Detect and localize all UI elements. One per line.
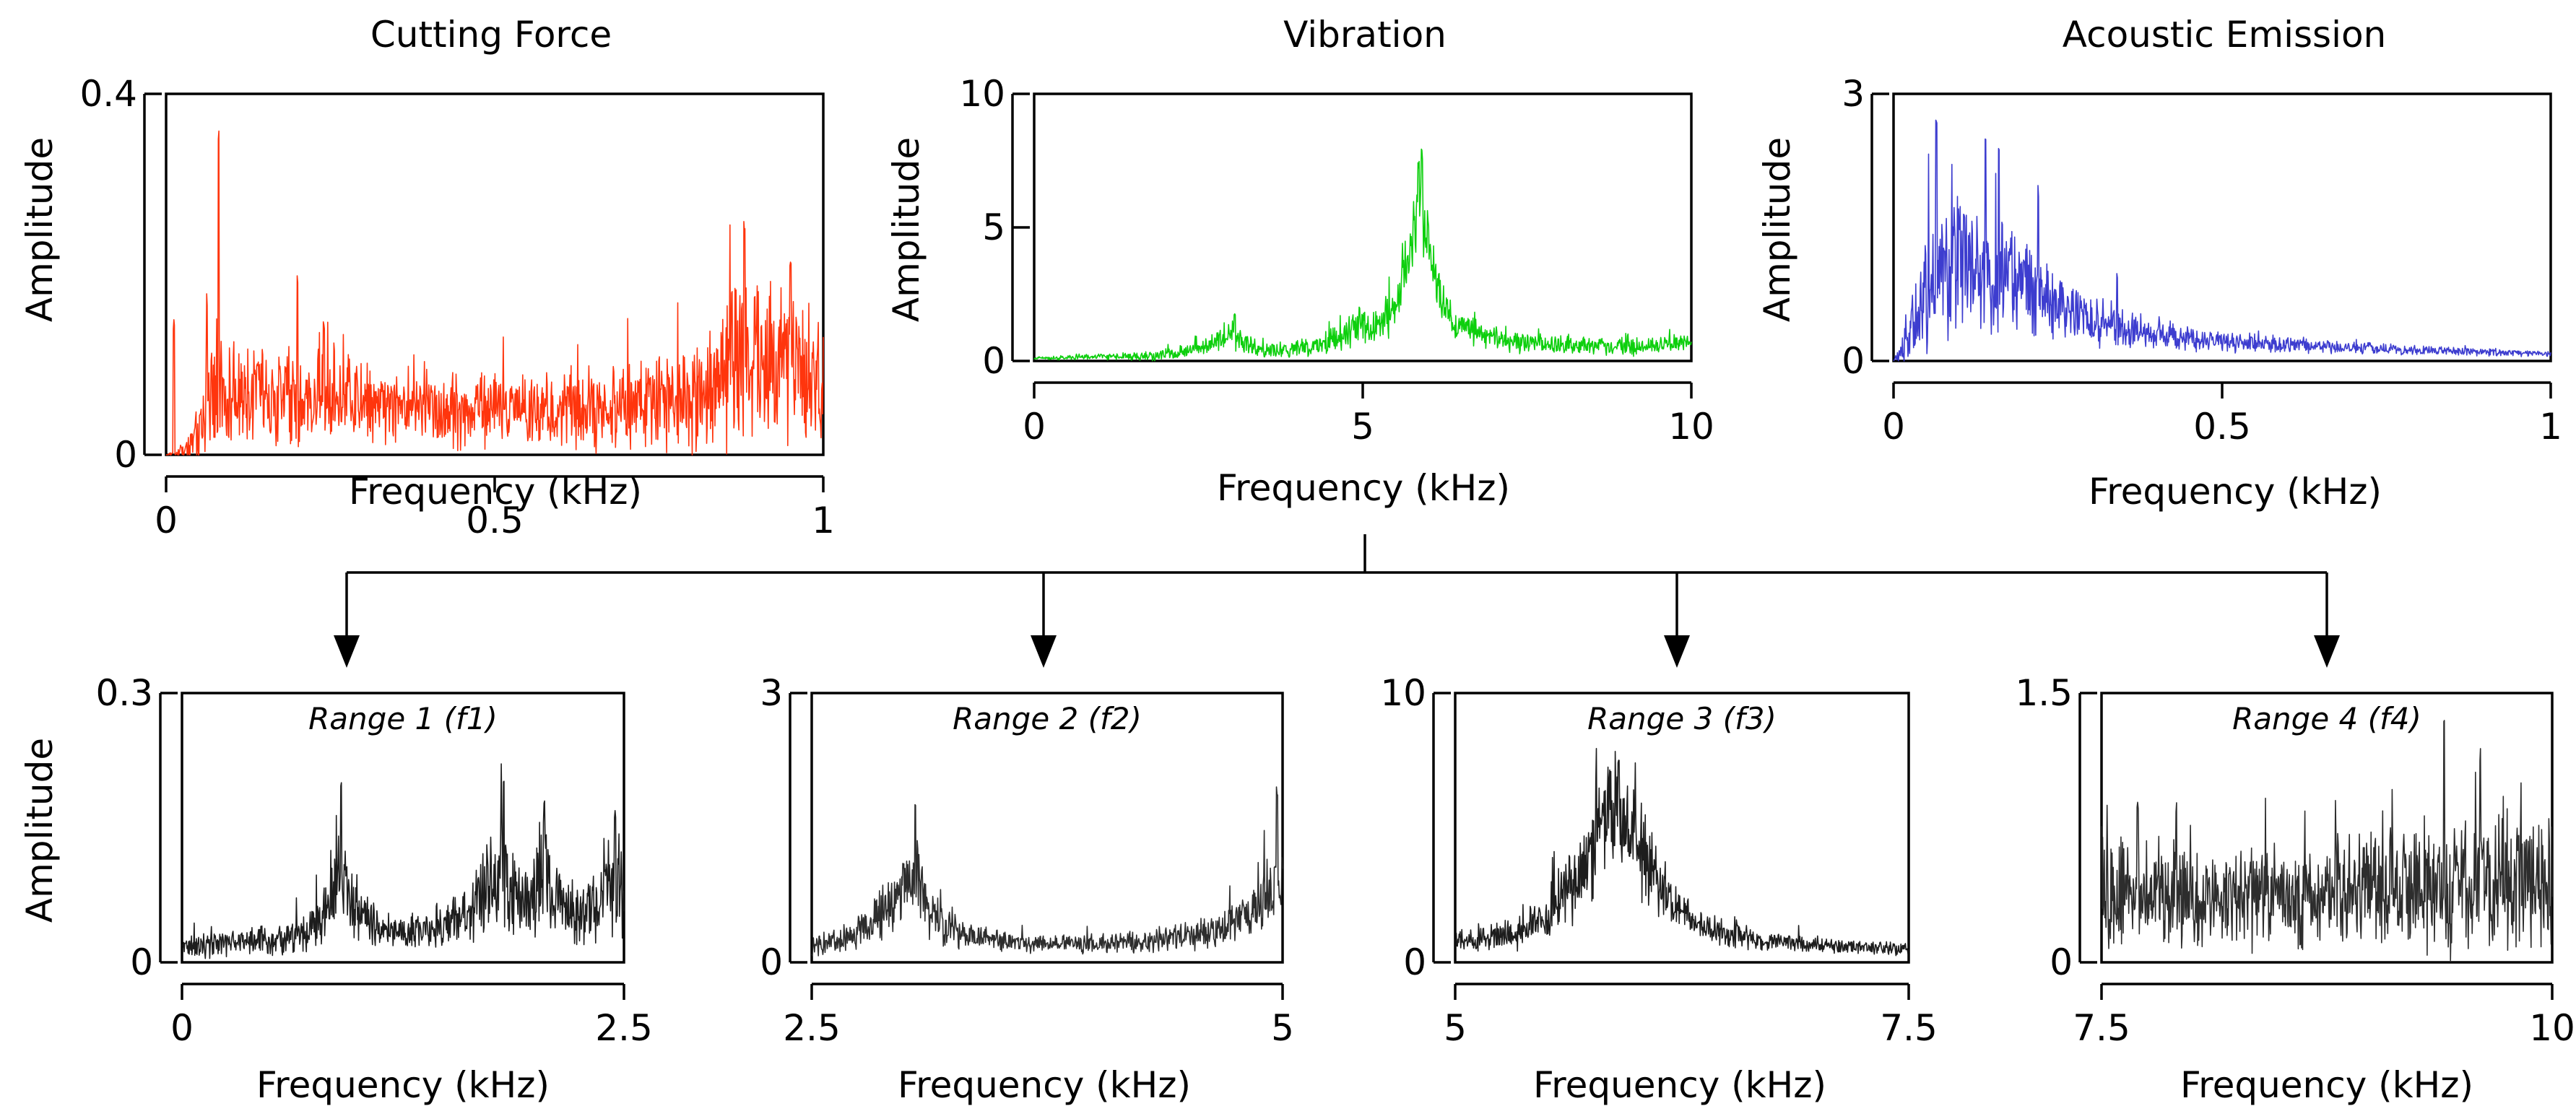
plot-frame bbox=[181, 692, 625, 964]
x-tick-label: 0 bbox=[1882, 406, 1905, 448]
y-tick-label: 5 bbox=[982, 206, 1005, 248]
spectrum-trace bbox=[2101, 720, 2553, 962]
chart-acoustic-emission: Acoustic Emission Amplitude Frequency (k… bbox=[1756, 14, 2562, 513]
x-axis-label: Frequency (kHz) bbox=[256, 1064, 550, 1106]
chart-title: Acoustic Emission bbox=[2063, 14, 2387, 56]
x-tick-label: 0 bbox=[1023, 406, 1046, 448]
plot-frame bbox=[810, 692, 1284, 964]
x-tick-label: 0.5 bbox=[466, 500, 524, 541]
x-tick-label: 0 bbox=[170, 1007, 194, 1049]
range-label: Range 2 (f2) bbox=[953, 701, 1142, 736]
range-label: Range 4 (f4) bbox=[2232, 701, 2421, 736]
spectrum-trace bbox=[165, 130, 824, 456]
y-tick-label: 10 bbox=[1380, 672, 1426, 714]
y-tick-label: 10 bbox=[959, 73, 1005, 115]
y-tick-label: 0 bbox=[1403, 941, 1426, 983]
y-tick-label: 0 bbox=[114, 434, 137, 476]
x-axis-label: Frequency (kHz) bbox=[2089, 471, 2382, 513]
range-label: Range 1 (f1) bbox=[308, 701, 498, 736]
x-tick-label: 1 bbox=[812, 500, 835, 541]
chart-range-4: Range 4 (f4) Frequency (kHz) 0 1.5 7.5 10 bbox=[2015, 672, 2575, 1106]
y-tick-label: 3 bbox=[1842, 73, 1865, 115]
chart-range-2: Range 2 (f2) Frequency (kHz) 0 3 2.5 5 bbox=[760, 672, 1294, 1106]
y-tick-label: 0 bbox=[982, 340, 1005, 382]
spectrum-trace bbox=[811, 786, 1283, 957]
range-label: Range 3 (f3) bbox=[1587, 701, 1777, 736]
x-tick-label: 5 bbox=[1444, 1007, 1467, 1049]
x-tick-label: 5 bbox=[1351, 406, 1374, 448]
y-axis-label: Amplitude bbox=[19, 137, 61, 322]
chart-title: Cutting Force bbox=[370, 14, 612, 56]
plot-frame bbox=[1454, 692, 1910, 964]
arrow-down-icon bbox=[2314, 635, 2340, 668]
y-tick-label: 0.3 bbox=[95, 672, 153, 714]
y-tick-label: 0 bbox=[1842, 340, 1865, 382]
x-tick-label: 10 bbox=[1668, 406, 1714, 448]
y-tick-label: 0.4 bbox=[79, 73, 137, 115]
y-tick-label: 0 bbox=[760, 941, 783, 983]
x-axis-label: Frequency (kHz) bbox=[2180, 1064, 2473, 1106]
y-tick-label: 0 bbox=[130, 941, 153, 983]
x-tick-label: 2.5 bbox=[595, 1007, 653, 1049]
y-tick-label: 1.5 bbox=[2015, 672, 2073, 714]
chart-vibration: Vibration Amplitude Frequency (kHz) 0 5 10… bbox=[885, 14, 1714, 509]
x-tick-label: 5 bbox=[1271, 1007, 1294, 1049]
y-axis-label: Amplitude bbox=[885, 137, 927, 322]
arrow-down-icon bbox=[1664, 635, 1690, 668]
chart-range-1: Amplitude Range 1 (f1) Frequency (kHz) 0… bbox=[19, 672, 653, 1106]
x-tick-label: 2.5 bbox=[783, 1007, 841, 1049]
arrow-down-icon bbox=[334, 635, 360, 668]
plot-frame bbox=[1892, 92, 2552, 362]
plot-frame bbox=[165, 92, 825, 456]
spectrum-trace bbox=[181, 763, 625, 959]
y-tick-label: 0 bbox=[2050, 941, 2073, 983]
spectrum-trace bbox=[1893, 119, 2551, 362]
arrow-down-icon bbox=[1031, 635, 1057, 668]
chart-cutting-force: Cutting Force Amplitude Frequency (kHz) … bbox=[19, 14, 835, 541]
chart-title: Vibration bbox=[1283, 14, 1447, 56]
x-tick-label: 1 bbox=[2539, 406, 2562, 448]
y-axis-label: Amplitude bbox=[19, 738, 61, 923]
x-tick-label: 10 bbox=[2529, 1007, 2575, 1049]
x-axis-label: Frequency (kHz) bbox=[898, 1064, 1191, 1106]
y-axis-label: Amplitude bbox=[1756, 137, 1798, 322]
flow-connector bbox=[334, 534, 2340, 668]
x-tick-label: 0.5 bbox=[2193, 406, 2251, 448]
y-tick-label: 3 bbox=[760, 672, 783, 714]
x-axis-label: Frequency (kHz) bbox=[1217, 467, 1510, 509]
x-tick-label: 7.5 bbox=[2073, 1007, 2130, 1049]
x-tick-label: 0 bbox=[155, 500, 178, 541]
x-axis-label: Frequency (kHz) bbox=[1533, 1064, 1826, 1106]
chart-range-3: Range 3 (f3) Frequency (kHz) 0 10 5 7.5 bbox=[1380, 672, 1937, 1106]
spectrum-trace bbox=[1454, 748, 1909, 957]
plot-frame bbox=[1033, 92, 1693, 362]
spectrum-trace bbox=[1033, 148, 1692, 362]
x-tick-label: 7.5 bbox=[1880, 1007, 1938, 1049]
